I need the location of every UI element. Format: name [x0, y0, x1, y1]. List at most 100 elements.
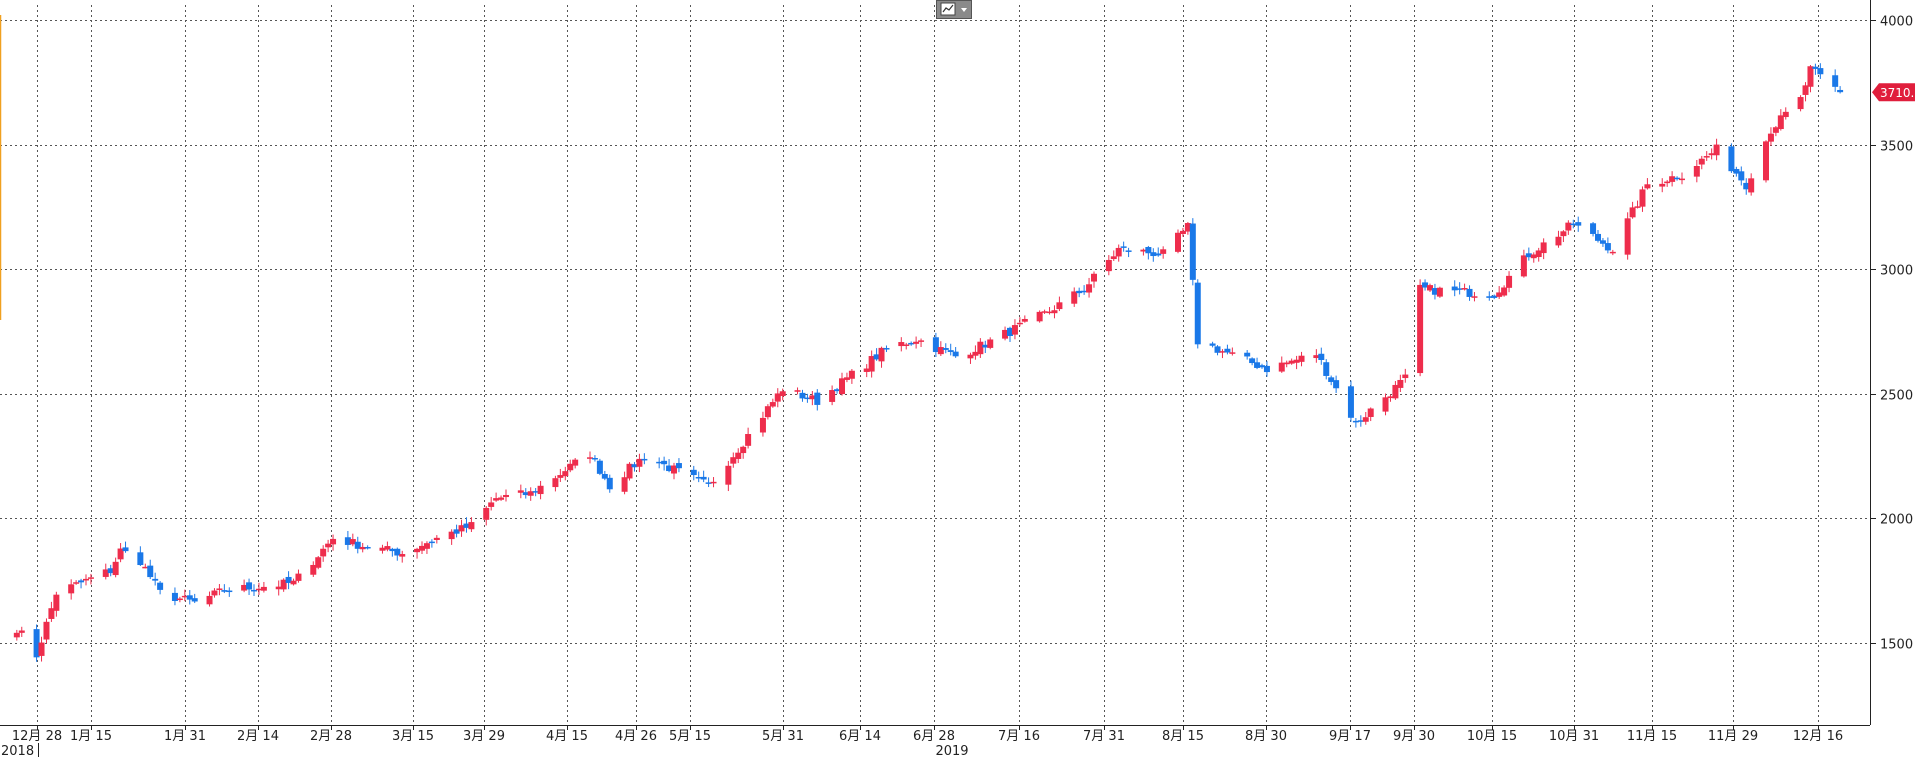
- x-tick-label: 6月 14: [839, 729, 881, 744]
- x-tick-label: 5月 15: [669, 729, 711, 744]
- candle-body: [310, 564, 317, 575]
- candle-body: [1708, 153, 1715, 156]
- candle-body: [799, 392, 806, 399]
- candle-body: [868, 356, 875, 372]
- candle-body: [1081, 290, 1088, 293]
- candle-body: [1629, 207, 1636, 218]
- candle-body: [641, 458, 648, 461]
- candle-body: [1604, 243, 1611, 251]
- candle-body: [1782, 111, 1789, 118]
- candle-body: [458, 525, 465, 532]
- candle-body: [898, 342, 905, 347]
- candle-body: [1609, 251, 1616, 254]
- candle-body: [1698, 158, 1705, 165]
- candle-body: [730, 457, 737, 464]
- candle-body: [1323, 362, 1330, 376]
- candle-body: [186, 595, 193, 600]
- y-tick-label: 3500: [1880, 140, 1913, 155]
- candle-body: [488, 502, 495, 507]
- candle-body: [1733, 168, 1740, 174]
- candle-body: [1772, 127, 1779, 133]
- candle-body: [255, 588, 262, 591]
- x-tick-label: 1月 31: [164, 729, 206, 744]
- candle-body: [552, 478, 559, 488]
- candle-body: [1091, 273, 1097, 282]
- candle-body: [656, 461, 663, 464]
- candle-body: [1002, 329, 1009, 339]
- candle-body: [349, 539, 356, 545]
- candle-body: [705, 482, 712, 484]
- candle-body: [1634, 206, 1641, 208]
- candle-body: [814, 392, 821, 405]
- candle-body: [1105, 259, 1112, 272]
- candle-body: [1189, 223, 1196, 280]
- candle-body: [1041, 311, 1048, 313]
- candle-body: [389, 548, 396, 552]
- candle-body: [626, 463, 633, 479]
- candle-body: [1486, 296, 1493, 298]
- candle-body: [1520, 255, 1527, 277]
- candle-body: [740, 446, 747, 454]
- candle-body: [1417, 284, 1424, 374]
- candle-body: [769, 402, 776, 407]
- candle-body: [241, 584, 248, 591]
- candle-body: [1491, 295, 1498, 298]
- candle-body: [137, 552, 144, 566]
- candle-body: [1392, 384, 1399, 399]
- candle-body: [1194, 282, 1201, 345]
- candle-body: [1367, 408, 1374, 417]
- candle-body: [532, 491, 539, 493]
- candle-body: [1110, 256, 1117, 260]
- candle-body: [873, 354, 880, 360]
- candle-body: [1244, 352, 1251, 357]
- candle-body: [1427, 285, 1433, 291]
- last-price-tag: [1872, 83, 1915, 102]
- candle-body: [759, 417, 766, 433]
- candle-body: [1184, 223, 1191, 232]
- candle-body: [1140, 249, 1147, 252]
- candle-body: [122, 547, 129, 552]
- candle-body: [48, 608, 55, 619]
- candle-body: [1145, 247, 1152, 254]
- candle-body: [1728, 146, 1735, 172]
- candle-body: [700, 476, 707, 480]
- year-label-2018: 2018: [1, 744, 34, 757]
- candle-body: [1402, 374, 1409, 379]
- year-label-2019: 2019: [935, 744, 968, 757]
- candle-body: [285, 576, 292, 583]
- candle-body: [325, 543, 332, 548]
- candle-body: [932, 337, 939, 353]
- candle-body: [211, 590, 218, 596]
- candle-body: [1254, 362, 1261, 368]
- candle-body: [1738, 171, 1745, 181]
- candle-body: [359, 546, 366, 550]
- candle-body: [354, 541, 361, 549]
- candle-body: [414, 548, 421, 553]
- candle-body: [1263, 365, 1270, 373]
- y-tick-label: 3000: [1880, 264, 1913, 279]
- candle-body: [903, 344, 910, 346]
- candle-body: [142, 566, 149, 569]
- candle-body: [809, 395, 816, 400]
- candle-body: [1669, 176, 1676, 182]
- candle-body: [804, 397, 811, 400]
- candle-body: [394, 548, 401, 556]
- candle-body: [918, 340, 925, 342]
- candle-body: [1318, 353, 1325, 361]
- candle-body: [1540, 242, 1547, 254]
- candle-body: [587, 457, 593, 459]
- candle-body: [1506, 275, 1513, 288]
- x-tick-label: 3月 29: [463, 729, 505, 744]
- candle-body: [344, 537, 351, 545]
- candle-body: [537, 485, 544, 495]
- candle-body: [1456, 288, 1463, 290]
- candle-body: [1466, 288, 1473, 297]
- x-tick-label: 7月 31: [1083, 729, 1125, 744]
- candle-body: [527, 491, 534, 496]
- candle-body: [498, 497, 505, 500]
- candle-body: [13, 632, 20, 638]
- candle-body: [147, 565, 154, 578]
- candle-body: [102, 569, 109, 577]
- candle-body: [152, 578, 159, 581]
